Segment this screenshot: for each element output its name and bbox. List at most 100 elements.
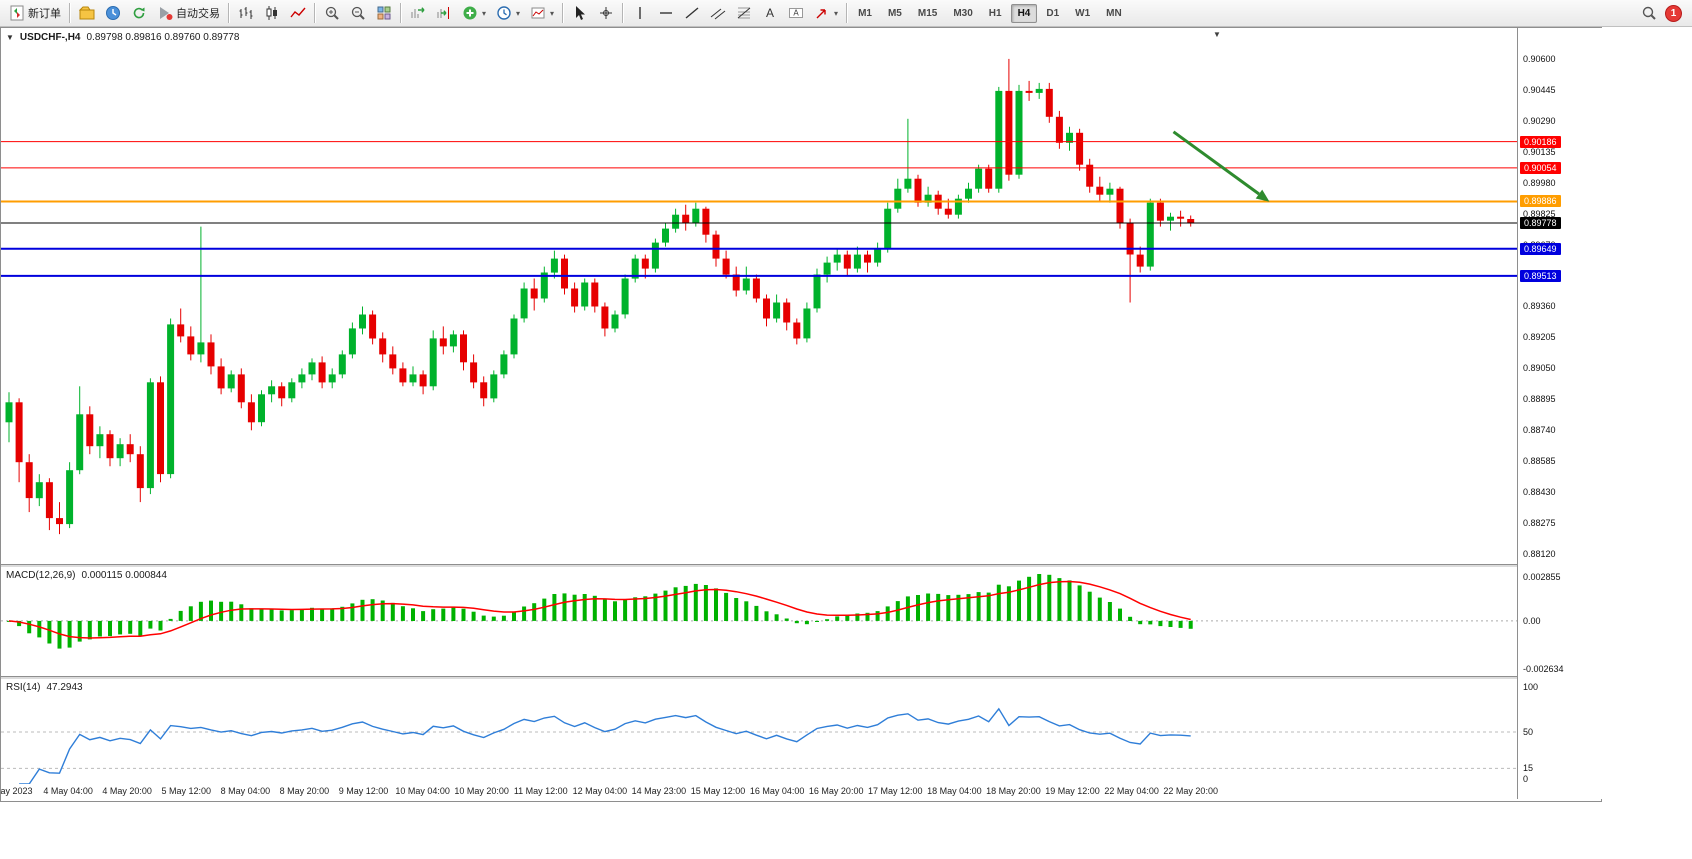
time-tick: 14 May 23:00 bbox=[631, 786, 687, 796]
refresh-button[interactable] bbox=[126, 1, 152, 25]
price-tick: 0.88740 bbox=[1523, 425, 1556, 436]
rsi-label: RSI(14) 47.2943 bbox=[6, 682, 83, 693]
timeframe-button-mn[interactable]: MN bbox=[1106, 7, 1122, 19]
trendline-button[interactable] bbox=[679, 1, 705, 25]
timeframe-button-m5[interactable]: M5 bbox=[887, 7, 902, 19]
candlestick-chart-icon bbox=[266, 6, 277, 20]
rsi-canvas[interactable] bbox=[1, 680, 1517, 784]
line-chart-button[interactable] bbox=[285, 1, 311, 25]
price-tick: 0.89825 bbox=[1523, 208, 1556, 219]
macd-name: MACD(12,26,9) bbox=[6, 570, 76, 581]
vertical-line-icon bbox=[639, 7, 641, 19]
svg-text:A: A bbox=[793, 9, 799, 18]
price-line-label: 0.89649 bbox=[1520, 242, 1561, 255]
time-tick: 16 May 20:00 bbox=[808, 786, 864, 796]
price-tick: 0.89360 bbox=[1523, 301, 1556, 312]
price-tick: 0.88895 bbox=[1523, 394, 1556, 405]
chart-shift-marker[interactable]: ▼ bbox=[1213, 30, 1221, 39]
market-watch-button[interactable] bbox=[100, 1, 126, 25]
vertical-line-button[interactable] bbox=[627, 1, 653, 25]
chart-window: ▼ USDCHF-,H4 0.89798 0.89816 0.89760 0.8… bbox=[0, 27, 1602, 802]
chevron-down-icon: ▾ bbox=[482, 8, 487, 18]
auto-scroll-button[interactable] bbox=[405, 1, 431, 25]
price-tick: 0.88585 bbox=[1523, 456, 1556, 467]
macd-tick: -0.002634 bbox=[1523, 664, 1564, 674]
time-tick: 18 May 20:00 bbox=[986, 786, 1041, 796]
macd-histogram bbox=[7, 574, 1193, 649]
panel-divider[interactable] bbox=[1, 564, 1601, 568]
time-tick: 18 May 04:00 bbox=[927, 786, 982, 796]
macd-canvas[interactable] bbox=[1, 568, 1517, 676]
cursor-button[interactable] bbox=[567, 1, 593, 25]
timeframe-button-m1[interactable]: M1 bbox=[858, 7, 872, 19]
fibonacci-button[interactable] bbox=[731, 1, 757, 25]
auto-trading-icon bbox=[160, 7, 173, 20]
price-tick: 0.88120 bbox=[1523, 549, 1556, 560]
crosshair-button[interactable] bbox=[593, 1, 619, 25]
search-icon[interactable] bbox=[1641, 5, 1657, 21]
shapes-icon bbox=[816, 9, 826, 19]
macd-label: MACD(12,26,9) 0.000115 0.000844 bbox=[6, 570, 167, 581]
horizontal-line-button[interactable] bbox=[653, 1, 679, 25]
toolbar-separator bbox=[69, 3, 71, 23]
line-chart-icon bbox=[290, 7, 306, 18]
rsi-tick: 15 bbox=[1523, 763, 1534, 774]
periods-button[interactable]: ▾ bbox=[491, 1, 525, 25]
timeframe-button-d1[interactable]: D1 bbox=[1046, 7, 1060, 19]
channel-button[interactable] bbox=[705, 1, 731, 25]
add-indicator-button[interactable]: ▾ bbox=[457, 1, 491, 25]
candlestick-chart-button[interactable] bbox=[259, 1, 285, 25]
trend-arrow-annotation[interactable] bbox=[1172, 130, 1270, 202]
macd-signal-line bbox=[8, 580, 1191, 639]
text-label-button[interactable]: A bbox=[783, 1, 809, 25]
chart-shift-button[interactable] bbox=[431, 1, 457, 25]
main-chart-canvas[interactable] bbox=[1, 31, 1517, 564]
shapes-button[interactable]: ▾ bbox=[809, 1, 843, 25]
time-tick: 11 May 12:00 bbox=[513, 786, 568, 796]
templates-icon bbox=[531, 7, 545, 19]
bar-chart-button[interactable] bbox=[233, 1, 259, 25]
svg-text:A: A bbox=[766, 6, 774, 20]
time-tick: 9 May 12:00 bbox=[338, 786, 389, 796]
time-axis[interactable]: 3 May 2023 4 May 04:00 4 May 20:00 5 May 12… bbox=[0, 784, 1517, 799]
rsi-value: 47.2943 bbox=[46, 682, 83, 693]
bar-chart-icon bbox=[239, 7, 253, 19]
panel-divider[interactable] bbox=[1, 676, 1601, 680]
timeframe-button-h1[interactable]: H1 bbox=[988, 7, 1002, 19]
time-tick: 10 May 20:00 bbox=[454, 786, 509, 796]
time-tick: 16 May 04:00 bbox=[749, 786, 805, 796]
timeframe-button-m30[interactable]: M30 bbox=[953, 7, 973, 19]
notification-badge[interactable]: 1 bbox=[1665, 4, 1682, 22]
time-tick: 12 May 04:00 bbox=[572, 786, 628, 796]
price-tick: 0.90135 bbox=[1523, 146, 1556, 157]
auto-trading-button[interactable]: 自动交易 bbox=[152, 1, 225, 25]
text-button[interactable]: A bbox=[757, 1, 783, 25]
profiles-button[interactable] bbox=[74, 1, 100, 25]
timeframe-button-m15[interactable]: M15 bbox=[917, 7, 938, 19]
price-line-label: 0.89886 bbox=[1520, 195, 1561, 208]
zoom-out-button[interactable] bbox=[345, 1, 371, 25]
timeframe-button-w1[interactable]: W1 bbox=[1075, 7, 1091, 19]
price-tick: 0.90600 bbox=[1523, 53, 1556, 64]
crosshair-icon bbox=[600, 7, 613, 19]
market-watch-icon bbox=[106, 6, 120, 20]
zoom-in-button[interactable] bbox=[319, 1, 345, 25]
time-tick: 8 May 04:00 bbox=[220, 786, 271, 796]
tile-windows-icon bbox=[377, 6, 391, 20]
new-order-button[interactable]: 新订单 bbox=[4, 1, 66, 25]
toolbar-separator bbox=[228, 3, 230, 23]
rsi-tick: 0 bbox=[1523, 774, 1529, 784]
price-tick: 0.90290 bbox=[1523, 115, 1556, 126]
macd-tick: 0.00 bbox=[1523, 615, 1541, 626]
timeframe-button-h4[interactable]: H4 bbox=[1010, 3, 1038, 23]
time-tick: 10 May 04:00 bbox=[395, 786, 450, 796]
main-toolbar: 新订单 自动交易 bbox=[0, 0, 1692, 27]
time-tick: 5 May 12:00 bbox=[161, 786, 212, 796]
chart-menu-icon[interactable]: ▼ bbox=[6, 33, 14, 42]
profiles-icon bbox=[79, 6, 95, 20]
price-axis[interactable]: 0.90600 0.90445 0.90290 0.90135 0.89980 0.898… bbox=[1517, 28, 1602, 799]
chart-symbol-period: USDCHF-,H4 bbox=[19, 32, 81, 43]
toolbar-right-group: 1 bbox=[1641, 4, 1682, 22]
tile-windows-button[interactable] bbox=[371, 1, 397, 25]
templates-button[interactable]: ▾ bbox=[525, 1, 559, 25]
